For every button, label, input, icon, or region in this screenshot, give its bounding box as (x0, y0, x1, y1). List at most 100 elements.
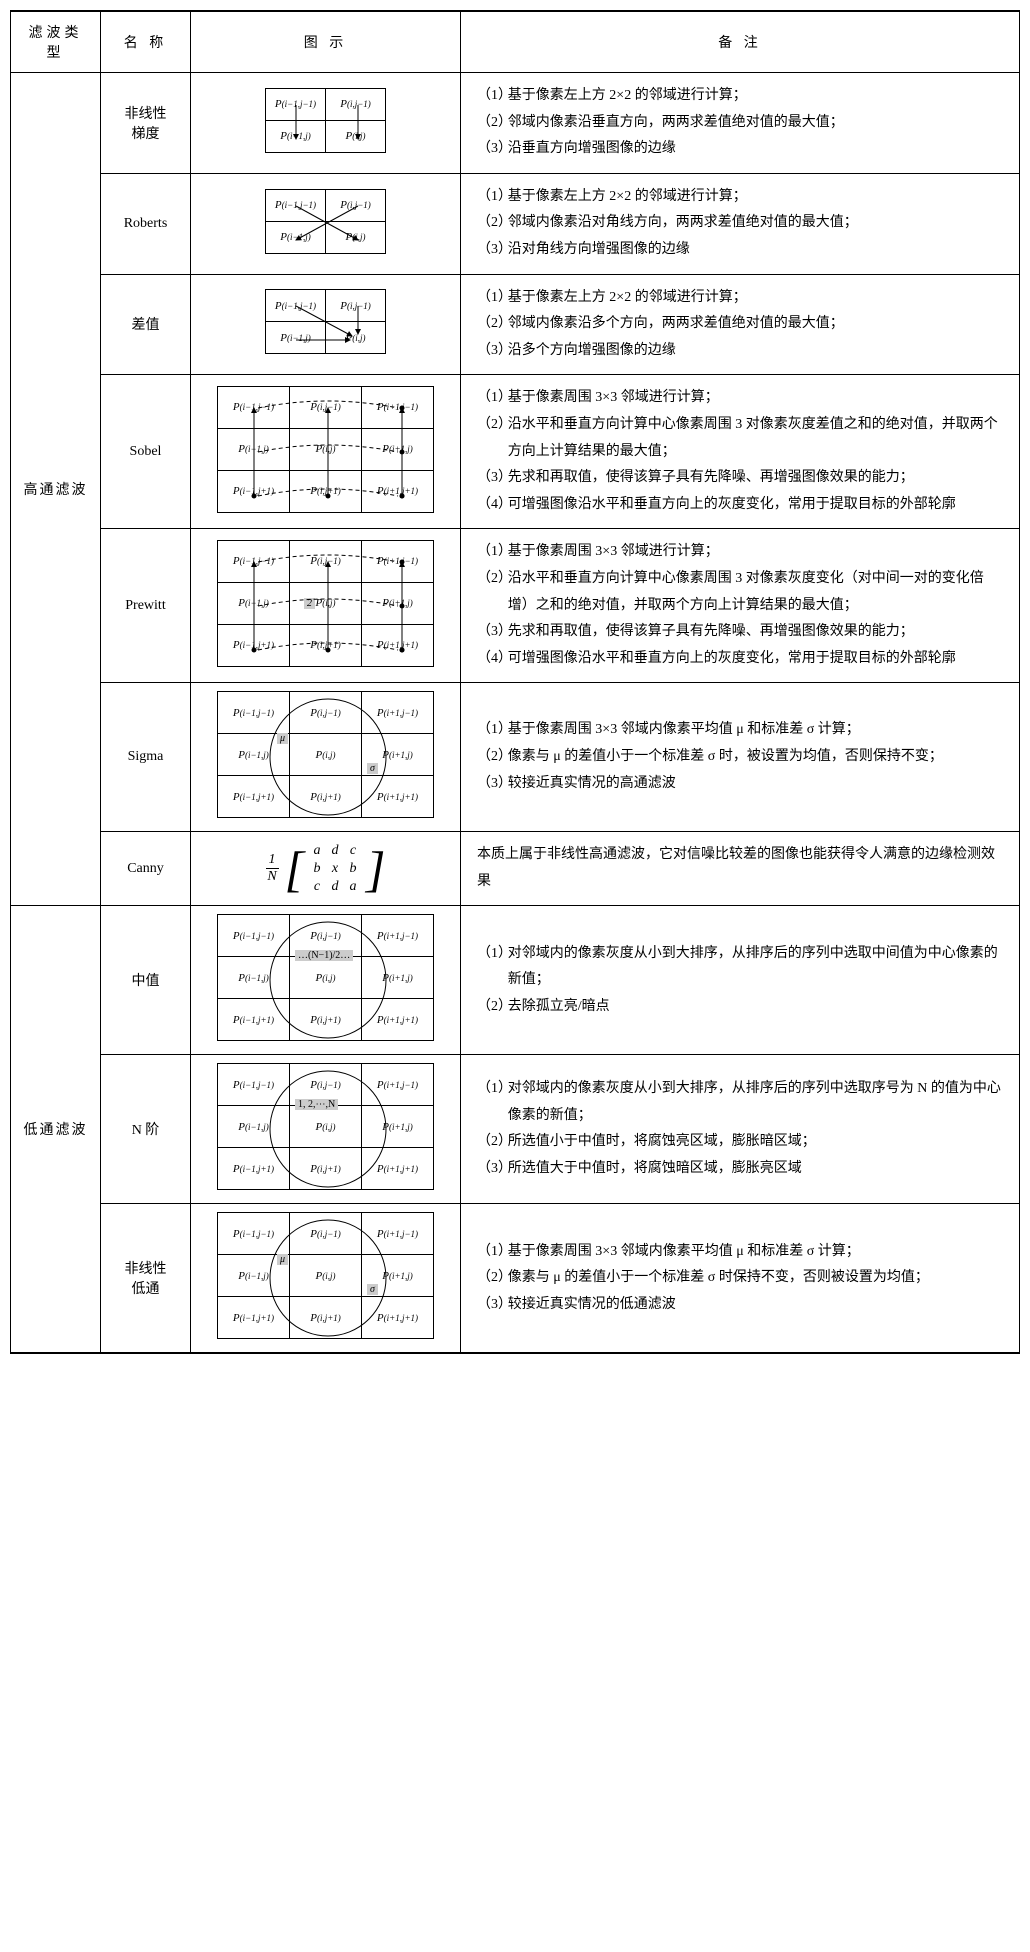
table-row: 非线性低通P(i−1,j−1)P(i,j−1)P(i+1,j−1)P(i−1,j… (11, 1204, 1020, 1354)
group-name: 高通滤波 (11, 73, 101, 906)
filter-name: Sigma (101, 683, 191, 832)
pixel-cell: P(i,j) (326, 221, 386, 253)
diagram-cell: P(i−1,j−1)P(i,j−1)P(i+1,j−1)P(i−1,j)P(i,… (191, 375, 461, 529)
remark-item: 基于像素周围 3×3 邻域进行计算； (477, 539, 1003, 566)
diagram-cell: P(i−1,j−1)P(i,j−1)P(i+1,j−1)P(i−1,j)P(i,… (191, 683, 461, 832)
table-row: PrewittP(i−1,j−1)P(i,j−1)P(i+1,j−1)P(i−1… (11, 529, 1020, 683)
pixel-cell: P(i+1,j) (362, 957, 434, 999)
remark-item: 所选值大于中值时，将腐蚀暗区域，膨胀亮区域 (477, 1156, 1003, 1183)
pixel-cell: P(i−1,j+1) (218, 776, 290, 818)
diagram-cell: P(i−1,j−1)P(i,j−1)P(i+1,j−1)P(i−1,j)P(i,… (191, 1204, 461, 1354)
remark-cell: 基于像素周围 3×3 邻域内像素平均值 μ 和标准差 σ 计算；像素与 μ 的差… (461, 1204, 1020, 1354)
remark-item: 去除孤立亮/暗点 (477, 994, 1003, 1021)
filter-name: 差值 (101, 274, 191, 375)
pixel-cell: P(i+1,j−1) (362, 540, 434, 582)
pixel-cell: P(i−1,j−1) (218, 1213, 290, 1255)
pixel-cell: P(i+1,j−1) (362, 386, 434, 428)
remark-item: 对邻域内的像素灰度从小到大排序，从排序后的序列中选取序号为 N 的值为中心像素的… (477, 1076, 1003, 1129)
remark-item: 先求和再取值，使得该算子具有先降噪、再增强图像效果的能力； (477, 465, 1003, 492)
remark-item: 沿对角线方向增强图像的边缘 (477, 237, 1003, 264)
remark-item: 对邻域内的像素灰度从小到大排序，从排序后的序列中选取中间值为中心像素的新值； (477, 941, 1003, 994)
diagram-cell: P(i−1,j−1)P(i,j−1)P(i+1,j−1)P(i−1,j)P(i,… (191, 1055, 461, 1204)
pixel-cell: P(i−1,j) (218, 428, 290, 470)
header-type: 滤波类型 (11, 11, 101, 73)
filter-name: 中值 (101, 906, 191, 1055)
remark-item: 所选值小于中值时，将腐蚀亮区域，膨胀暗区域； (477, 1129, 1003, 1156)
remark-item: 可增强图像沿水平和垂直方向上的灰度变化，常用于提取目标的外部轮廓 (477, 492, 1003, 519)
pixel-cell: P(i−1,j−1) (218, 1064, 290, 1106)
pixel-cell: P(i,j−1) (290, 540, 362, 582)
remark-item: 像素与 μ 的差值小于一个标准差 σ 时，被设置为均值，否则保持不变； (477, 744, 1003, 771)
table-row: Canny 1N[adcbxbcda] 本质上属于非线性高通滤波，它对信噪比较差的图… (11, 832, 1020, 906)
pixel-cell: P(i,j) (326, 120, 386, 152)
pixel-cell: P(i,j+1) (290, 999, 362, 1041)
header-diagram: 图 示 (191, 11, 461, 73)
pixel-cell: P(i+1,j+1) (362, 470, 434, 512)
pixel-cell: P(i+1,j) (362, 1106, 434, 1148)
table-row: SigmaP(i−1,j−1)P(i,j−1)P(i+1,j−1)P(i−1,j… (11, 683, 1020, 832)
pixel-cell: P(i−1,j−1) (266, 290, 326, 322)
pixel-cell: P(i−1,j+1) (218, 470, 290, 512)
table-body: 高通滤波非线性梯度P(i−1,j−1)P(i,j−1)P(i−1,j)P(i,j… (11, 73, 1020, 1354)
remark-item: 基于像素周围 3×3 邻域内像素平均值 μ 和标准差 σ 计算； (477, 1239, 1003, 1266)
diagram-cell: P(i−1,j−1)P(i,j−1)P(i−1,j)P(i,j) (191, 274, 461, 375)
remark-cell: 对邻域内的像素灰度从小到大排序，从排序后的序列中选取序号为 N 的值为中心像素的… (461, 1055, 1020, 1204)
pixel-cell: P(i+1,j−1) (362, 915, 434, 957)
pixel-cell: P(i+1,j) (362, 428, 434, 470)
remark-item: 基于像素周围 3×3 邻域内像素平均值 μ 和标准差 σ 计算； (477, 717, 1003, 744)
pixel-cell: P(i,j) (290, 428, 362, 470)
remark-item: 基于像素左上方 2×2 的邻域进行计算； (477, 83, 1003, 110)
group-name: 低通滤波 (11, 906, 101, 1354)
pixel-cell: P(i+1,j) (362, 582, 434, 624)
remark-cell: 本质上属于非线性高通滤波，它对信噪比较差的图像也能获得令人满意的边缘检测效果 (461, 832, 1020, 906)
remark-item: 邻域内像素沿多个方向，两两求差值绝对值的最大值； (477, 311, 1003, 338)
diagram-cell: 1N[adcbxbcda] (191, 832, 461, 906)
pixel-cell: P(i−1,j) (266, 221, 326, 253)
pixel-cell: P(i,j−1) (290, 1213, 362, 1255)
filter-name: Sobel (101, 375, 191, 529)
diagram-cell: P(i−1,j−1)P(i,j−1)P(i+1,j−1)P(i−1,j)P(i,… (191, 529, 461, 683)
pixel-cell: P(i,j−1) (326, 88, 386, 120)
table-row: 高通滤波非线性梯度P(i−1,j−1)P(i,j−1)P(i−1,j)P(i,j… (11, 73, 1020, 174)
diagram-cell: P(i−1,j−1)P(i,j−1)P(i+1,j−1)P(i−1,j)P(i,… (191, 906, 461, 1055)
pixel-cell: P(i+1,j+1) (362, 776, 434, 818)
diagram-cell: P(i−1,j−1)P(i,j−1)P(i−1,j)P(i,j) (191, 73, 461, 174)
table-row: RobertsP(i−1,j−1)P(i,j−1)P(i−1,j)P(i,j)基… (11, 173, 1020, 274)
remark-item: 较接近真实情况的高通滤波 (477, 771, 1003, 798)
pixel-cell: P(i+1,j−1) (362, 1213, 434, 1255)
pixel-cell: P(i,j+1) (290, 776, 362, 818)
remark-cell: 基于像素左上方 2×2 的邻域进行计算；邻域内像素沿对角线方向，两两求差值绝对值… (461, 173, 1020, 274)
filter-name: Canny (101, 832, 191, 906)
pixel-cell: P(i+1,j+1) (362, 1297, 434, 1339)
pixel-cell: P(i,j+1) (290, 624, 362, 666)
pixel-cell: P(i,j−1) (326, 189, 386, 221)
pixel-cell: P(i,j+1) (290, 1297, 362, 1339)
remark-cell: 基于像素周围 3×3 邻域内像素平均值 μ 和标准差 σ 计算；像素与 μ 的差… (461, 683, 1020, 832)
filter-name: Prewitt (101, 529, 191, 683)
canny-matrix: 1N[adcbxbcda] (266, 842, 386, 897)
pixel-cell: P(i−1,j) (218, 1106, 290, 1148)
remark-cell: 基于像素周围 3×3 邻域进行计算；沿水平和垂直方向计算中心像素周围 3 对像素… (461, 375, 1020, 529)
remark-item: 沿垂直方向增强图像的边缘 (477, 136, 1003, 163)
pixel-cell: P(i,j) (290, 734, 362, 776)
remark-item: 较接近真实情况的低通滤波 (477, 1292, 1003, 1319)
diagram-cell: P(i−1,j−1)P(i,j−1)P(i−1,j)P(i,j) (191, 173, 461, 274)
remark-item: 基于像素左上方 2×2 的邻域进行计算； (477, 285, 1003, 312)
pixel-cell: P(i,j−1) (290, 692, 362, 734)
pixel-cell: P(i+1,j+1) (362, 999, 434, 1041)
pixel-cell: P(i,j) (290, 1106, 362, 1148)
remark-cell: 对邻域内的像素灰度从小到大排序，从排序后的序列中选取中间值为中心像素的新值；去除… (461, 906, 1020, 1055)
pixel-cell: P(i−1,j+1) (218, 624, 290, 666)
pixel-cell: P(i−1,j) (218, 582, 290, 624)
pixel-cell: P(i+1,j−1) (362, 1064, 434, 1106)
header-name: 名 称 (101, 11, 191, 73)
remark-cell: 基于像素左上方 2×2 的邻域进行计算；邻域内像素沿多个方向，两两求差值绝对值的… (461, 274, 1020, 375)
pixel-cell: P(i−1,j+1) (218, 1297, 290, 1339)
remark-cell: 基于像素左上方 2×2 的邻域进行计算；邻域内像素沿垂直方向，两两求差值绝对值的… (461, 73, 1020, 174)
filter-name: N 阶 (101, 1055, 191, 1204)
pixel-cell: P(i,j−1) (326, 290, 386, 322)
pixel-cell: P(i−1,j) (266, 120, 326, 152)
pixel-cell: P(i−1,j) (266, 322, 326, 354)
remark-item: 可增强图像沿水平和垂直方向上的灰度变化，常用于提取目标的外部轮廓 (477, 646, 1003, 673)
pixel-cell: P(i,j) (290, 957, 362, 999)
